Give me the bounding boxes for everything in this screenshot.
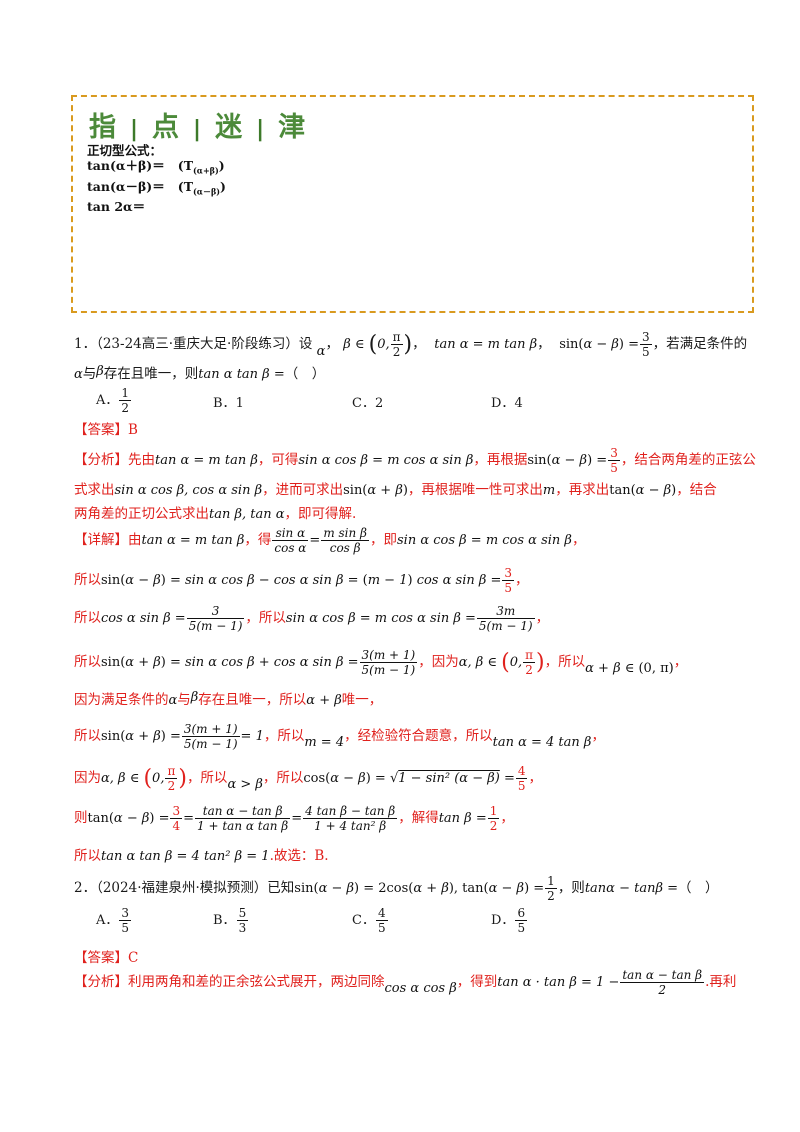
q1-option-c[interactable]: C．2: [352, 396, 384, 411]
q2-option-a[interactable]: A． 3 5: [96, 906, 132, 935]
q1-detail-line5: 因为满足条件的α与β存在且唯一，所以α + β唯一，: [74, 690, 383, 708]
tip-title: 指 | 点 | 迷 | 津: [89, 112, 308, 143]
q1-option-d[interactable]: D．4: [491, 396, 523, 411]
q2-answer: 【答案】C: [74, 950, 139, 966]
q2-option-b[interactable]: B． 5 3: [213, 906, 249, 935]
tip-line-diff: tan(α－β)＝ (T(α－β)): [87, 178, 226, 197]
q1-detail-line7: 因为α, β ∈ (0, π 2)，所以α > β，所以cos(α − β) = √…: [74, 764, 542, 793]
q1-option-b[interactable]: B．1: [213, 396, 244, 411]
q1-detail-line3: 所以cos α sin β = 3 5(m − 1) ，所以sin α cos β =…: [74, 604, 550, 633]
tip-box: 指 | 点 | 迷 | 津 正切型公式： tan(α＋β)＝ (T(α+β)) tan(α－…: [71, 95, 754, 313]
q1-detail-line6: 所以sin(α + β) = 3(m + 1) 5(m − 1) = 1，所以m = …: [74, 722, 605, 751]
tip-heading: 正切型公式：: [87, 143, 163, 158]
q1-answer: 【答案】B: [74, 422, 138, 438]
q2-option-c[interactable]: C． 4 5: [352, 906, 388, 935]
q1-analysis-line1: 【分析】先由tan α = m tan β，可得sin α cos β = m …: [74, 446, 756, 475]
q1-analysis-line2: 式求出sin α cos β, cos α sin β，进而可求出sin(α +…: [74, 482, 717, 498]
q2-analysis: 【分析】利用两角和差的正余弦公式展开，两边同除cos α cos β，得到tan…: [74, 968, 737, 997]
q1-stem-line2: α与β存在且唯一，则tan α tan β =（ ）: [74, 364, 326, 382]
q2-stem: 2．（2024·福建泉州·模拟预测）已知sin(α − β) = 2cos(α …: [74, 874, 719, 903]
q1-detail-line2: 所以sin(α − β) = sin α cos β − cos α sin β…: [74, 566, 529, 595]
tip-line-double: tan 2α＝: [87, 199, 146, 214]
q2-option-d[interactable]: D． 6 5: [491, 906, 528, 935]
q1-stem-line1: 1．（23-24高三·重庆大足·阶段练习）设 α， β ∈ (0, π 2)， ta…: [74, 330, 748, 359]
q1-detail-line1: 【详解】由tan α = m tan β，得 sin α cos α = m sin β…: [74, 526, 586, 555]
q1-analysis-line3: 两角差的正切公式求出tan β, tan α，即可得解.: [74, 506, 357, 522]
tip-formulas: 正切型公式： tan(α＋β)＝ (T(α+β)) tan(α－β)＝ (T(α…: [87, 143, 226, 214]
q1-detail-line4: 所以sin(α + β) = sin α cos β + cos α sin β…: [74, 648, 688, 677]
q1-detail-line9: 所以tan α tan β = 4 tan² β = 1.故选：B.: [74, 848, 329, 864]
q1-option-a[interactable]: A． 1 2: [96, 386, 132, 415]
tip-line-sum: tan(α＋β)＝ (T(α+β)): [87, 158, 225, 176]
